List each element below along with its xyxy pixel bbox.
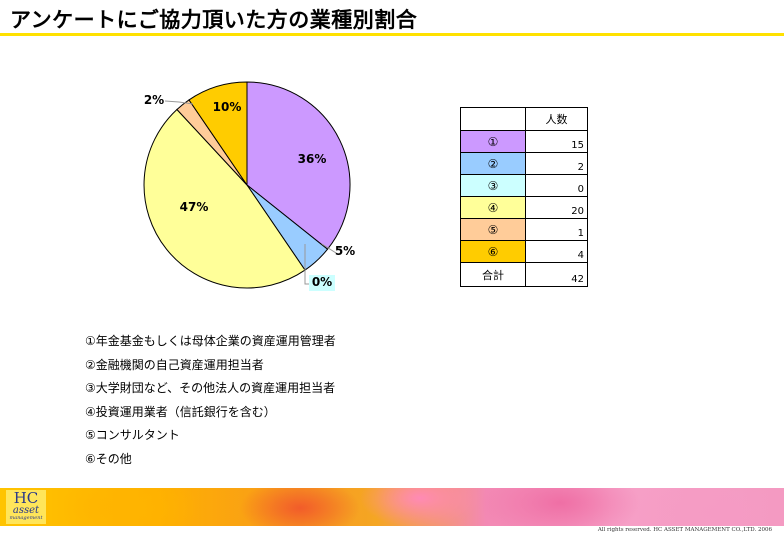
table-count-cell: 0 [525,174,588,197]
copyright-notice: All rights reserved. HC ASSET MANAGEMENT… [597,527,772,533]
count-table: 人数 ① 15 ② 2 ③ 0 ④ 20 ⑤ 1 ⑥ 4 合計 42 [460,107,588,287]
table-row: ④ 20 [460,196,588,219]
pie-label-4: 47% [180,200,209,214]
table-category-cell: ② [460,152,526,175]
pie-labels: 36% 5% 0% 47% 2% 10% [144,93,355,291]
pie-label-1: 36% [298,152,327,166]
leader-line-5 [164,100,194,105]
table-category-cell: ④ [460,196,526,219]
pie-chart: 36% 5% 0% 47% 2% 10% [143,81,355,291]
pie-label-6: 10% [213,100,242,114]
table-total-value: 42 [525,262,588,287]
pie-slice-6 [188,81,248,187]
table-count-cell: 1 [525,218,588,241]
footer-decoration [0,488,784,526]
pie-label-5: 2% [144,93,164,107]
table-header-row: 人数 [460,107,588,131]
table-row: ① 15 [460,130,588,153]
pie-slices [143,81,351,289]
legend-item: ④投資運用業者（信託銀行を含む） [85,404,276,419]
pie-label-3: 0% [312,275,332,289]
table-count-header: 人数 [525,107,588,131]
legend-item: ②金融機関の自己資産運用担当者 [85,357,264,372]
legend-item: ⑤コンサルタント [85,428,180,442]
table-category-cell: ③ [460,174,526,197]
table-category-cell: ⑤ [460,218,526,241]
table-category-cell: ⑥ [460,240,526,263]
table-category-cell: ① [460,130,526,153]
legend-item: ⑥その他 [85,451,132,466]
table-blank-header [460,107,526,131]
logo-hc-text: HC [13,489,39,507]
table-total-label: 合計 [460,262,526,287]
company-logo: HC asset management [6,490,46,524]
table-count-cell: 4 [525,240,588,263]
table-count-cell: 20 [525,196,588,219]
pie-slice-1 [246,81,351,250]
table-total-row: 合計 42 [460,262,588,287]
logo-management-text: management [9,515,43,521]
table-count-cell: 15 [525,130,588,153]
logo-asset-text: asset [12,505,40,516]
legend-item: ③大学財団など、その他法人の資産運用担当者 [85,381,336,395]
legend-item: ①年金基金もしくは母体企業の資産運用管理者 [85,334,336,348]
pie-slice-4 [143,108,306,289]
pie-label-background-3 [309,275,335,291]
page-title: アンケートにご協力頂いた方の業種別割合 [10,8,418,32]
category-legend: ①年金基金もしくは母体企業の資産運用管理者 ②金融機関の自己資産運用担当者 ③大学財… [85,330,336,471]
leader-line-2 [321,243,337,254]
table-count-cell: 2 [525,152,588,175]
pie-label-2: 5% [335,244,355,258]
title-underline [0,33,784,36]
